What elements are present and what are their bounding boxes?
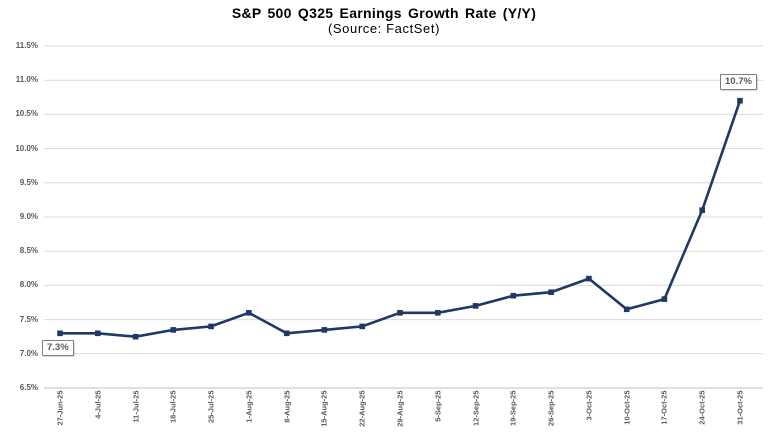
x-axis-tick-label: 4-Jul-25 [93,390,103,419]
y-axis-tick-label: 8.0% [19,280,38,290]
x-axis-tick-label: 24-Oct-25 [697,390,707,425]
y-axis-tick-label: 11.5% [15,41,38,50]
x-axis-tick-label: 3-Oct-25 [584,390,594,421]
data-point-marker [132,333,139,340]
y-axis-tick-label: 10.5% [15,109,38,119]
x-axis-tick-label: 12-Sep-25 [471,390,481,426]
series-line [60,100,742,339]
data-label-first-point: 7.3% [42,340,74,357]
data-label-last-point: 10.7% [720,73,757,90]
y-axis-tick-label: 7.5% [19,314,38,324]
data-point-marker [95,330,101,337]
data-point-marker [510,292,517,299]
data-point-marker [586,275,592,282]
x-axis-tick-label: 11-Jul-25 [131,390,141,423]
data-point-marker [359,323,365,330]
x-axis-tick-label: 10-Oct-25 [622,390,632,425]
data-point-marker [57,330,63,337]
y-axis-tick-label: 11.0% [15,75,38,85]
y-axis-tick-label: 9.5% [19,177,38,187]
data-point-marker [548,289,554,295]
data-point-marker [170,327,177,333]
y-axis-tick-label: 10.0% [15,143,38,153]
data-point-marker [623,306,630,313]
data-point-marker [321,327,328,333]
x-axis-tick-label: 1-Aug-25 [244,390,254,423]
x-axis-tick-label: 19-Sep-25 [508,390,518,426]
y-axis-tick-label: 7.0% [19,348,38,358]
data-point-marker [246,310,252,316]
y-axis-tick-label: 8.5% [19,246,38,256]
y-axis-tick-label: 6.5% [19,383,38,392]
x-axis-tick-label: 8-Aug-25 [282,390,292,423]
x-axis-tick-label: 5-Sep-25 [433,390,443,422]
x-axis-tick-label: 25-Jul-25 [206,390,216,424]
data-point-marker [397,310,403,316]
data-point-marker [737,97,743,104]
data-point-marker [699,207,705,213]
x-axis-tick-label: 29-Aug-25 [395,390,405,427]
x-axis-tick-label: 22-Aug-25 [357,390,367,427]
x-axis-tick-label: 31-Oct-25 [735,390,745,425]
x-axis-tick-label: 27-Jun-25 [55,390,65,426]
data-point-marker [208,323,214,330]
x-axis-tick-label: 18-Jul-25 [168,390,178,424]
data-point-marker [472,303,479,309]
chart-title: S&P 500 Q325 Earnings Growth Rate (Y/Y) [231,5,537,21]
x-axis-tick-label: 26-Sep-25 [546,390,556,426]
x-axis-tick-label: 15-Aug-25 [319,390,329,427]
data-point-marker [435,310,441,316]
y-axis-tick-label: 9.0% [19,212,38,221]
chart-subtitle: (Source: FactSet) [327,21,441,36]
x-axis-tick-label: 17-Oct-25 [659,390,669,425]
data-point-marker [661,296,668,302]
data-point-marker [283,330,290,337]
